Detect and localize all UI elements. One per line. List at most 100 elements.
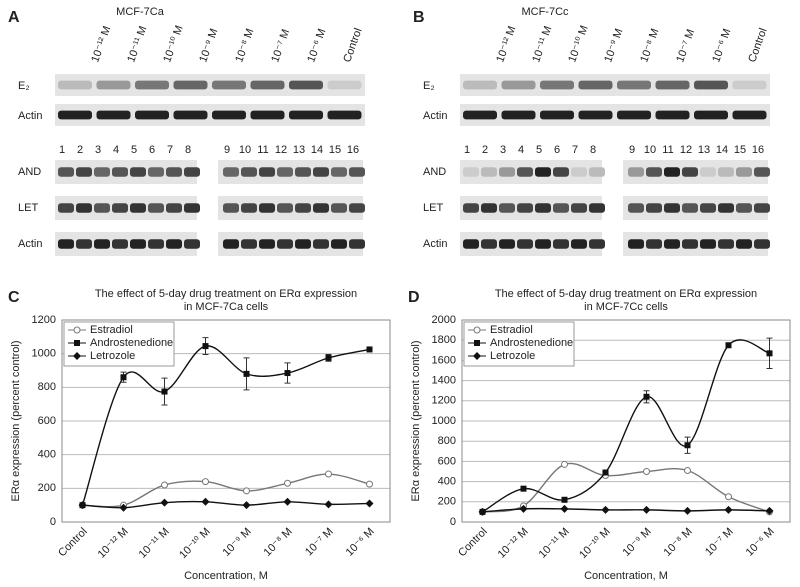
blot-band xyxy=(463,203,479,213)
blot-band xyxy=(327,110,362,120)
lane-number: 3 xyxy=(500,144,506,156)
x-tick-label: 10⁻⁹ M xyxy=(620,526,653,559)
y-tick-label: 0 xyxy=(50,516,56,528)
blot-band xyxy=(589,167,605,177)
point xyxy=(73,352,81,360)
lane-label: Control xyxy=(341,27,364,64)
x-axis-label: Concentration, M xyxy=(184,570,268,582)
blot-band xyxy=(655,80,690,90)
chart-title: The effect of 5-day drug treatment on ER… xyxy=(95,288,357,300)
lane-number: 1 xyxy=(59,144,65,156)
blot-band xyxy=(295,239,311,249)
x-tick-label: 10⁻¹² M xyxy=(496,526,531,561)
blot-band xyxy=(571,203,587,213)
lane-label: 10⁻⁹ M xyxy=(602,27,625,64)
blot-band xyxy=(223,167,239,177)
blot-band xyxy=(517,239,533,249)
row-label: Actin xyxy=(423,238,447,250)
lane-number: 9 xyxy=(224,144,230,156)
y-tick-label: 0 xyxy=(450,516,456,528)
row-label: LET xyxy=(18,202,38,214)
y-tick-label: 200 xyxy=(38,482,56,494)
y-tick-label: 1800 xyxy=(432,334,456,346)
lane-label: 10⁻¹⁰ M xyxy=(161,24,185,64)
panel-letter: D xyxy=(408,289,420,306)
blot-band xyxy=(682,203,698,213)
blot-band xyxy=(589,203,605,213)
y-tick-label: 1000 xyxy=(32,348,56,360)
lane-number: 4 xyxy=(113,144,119,156)
lane-number: 1 xyxy=(464,144,470,156)
lane-number: 8 xyxy=(185,144,191,156)
point xyxy=(325,354,332,361)
blot-band xyxy=(628,167,644,177)
blot-band xyxy=(463,239,479,249)
blot-band xyxy=(499,203,515,213)
blot-band xyxy=(501,80,536,90)
blot-band xyxy=(241,203,257,213)
blot-band xyxy=(58,167,74,177)
blot-band xyxy=(535,167,551,177)
blot-band xyxy=(173,110,208,120)
blot-band xyxy=(463,80,497,90)
blot-band xyxy=(571,239,587,249)
lane-label: 10⁻⁸ M xyxy=(638,27,661,64)
blot-band xyxy=(58,203,74,213)
y-tick-label: 1200 xyxy=(32,314,56,326)
lane-label: 10⁻⁷ M xyxy=(269,28,292,64)
point xyxy=(643,393,650,400)
x-tick-label: 10⁻⁹ M xyxy=(220,526,253,559)
blot-band xyxy=(313,239,329,249)
lane-number: 12 xyxy=(680,144,692,156)
blot-band xyxy=(463,110,497,120)
blot-band xyxy=(212,110,246,120)
y-tick-label: 1000 xyxy=(432,415,456,427)
blot-band xyxy=(664,167,680,177)
blot-band xyxy=(184,239,200,249)
point xyxy=(560,504,569,513)
blot-title: MCF-7Cc xyxy=(521,6,569,18)
point xyxy=(202,343,209,350)
x-tick-label: 10⁻¹¹ M xyxy=(537,526,572,561)
point xyxy=(478,507,487,516)
lane-number: 3 xyxy=(95,144,101,156)
blot-band xyxy=(259,239,275,249)
blot-band xyxy=(700,239,716,249)
lane-number: 4 xyxy=(518,144,524,156)
lane-number: 14 xyxy=(716,144,728,156)
lane-number: 11 xyxy=(257,144,268,156)
blot-band xyxy=(349,203,365,213)
blot-band xyxy=(682,239,698,249)
point xyxy=(474,340,480,346)
blot-band xyxy=(754,239,770,249)
legend-box xyxy=(63,321,175,367)
row-label: Actin xyxy=(18,110,42,122)
row-label: Actin xyxy=(423,110,447,122)
blot-band xyxy=(694,80,728,90)
plot-frame xyxy=(461,319,791,523)
x-axis-label: Concentration, M xyxy=(584,570,668,582)
row-label: E₂ xyxy=(18,80,30,92)
blot-band xyxy=(135,80,169,90)
x-tick-label: 10⁻⁷ M xyxy=(703,526,736,559)
panel-letter: C xyxy=(8,289,20,306)
blot-band xyxy=(655,110,690,120)
blot-strip xyxy=(460,74,770,96)
lane-label: 10⁻¹² M xyxy=(494,25,518,64)
blot-band xyxy=(718,203,734,213)
blot-band xyxy=(112,239,128,249)
lane-label: 10⁻⁶ M xyxy=(305,27,328,64)
blot-band xyxy=(76,239,92,249)
lane-number: 6 xyxy=(149,144,155,156)
blot-band xyxy=(553,167,569,177)
chart-title: in MCF-7Cc cells xyxy=(584,301,668,313)
plot-frame xyxy=(61,319,391,523)
point xyxy=(242,501,251,510)
blot-strip xyxy=(55,104,365,126)
series-line xyxy=(482,462,770,513)
blot-band xyxy=(130,203,146,213)
lane-number: 13 xyxy=(293,144,305,156)
point xyxy=(325,470,332,478)
blot-band xyxy=(96,80,131,90)
